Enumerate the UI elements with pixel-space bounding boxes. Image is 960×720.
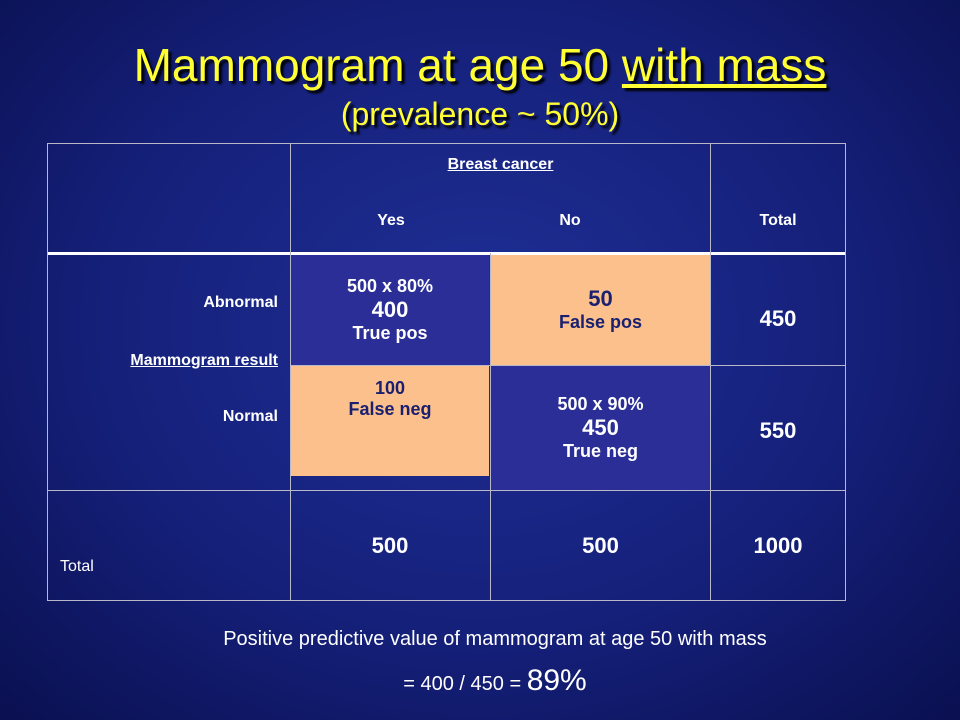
row-label-axis: Mammogram result (130, 352, 278, 369)
header-group: Breast cancer (447, 156, 554, 173)
subtitle: (prevalence ~ 50%) (340, 96, 620, 132)
footer-formula: = 400 / 450 = 89% (0, 664, 960, 698)
cell-line: 450 (582, 415, 619, 440)
cell-line: 400 (371, 296, 409, 322)
grid-line (290, 143, 291, 601)
cell-line: 100 (374, 378, 406, 398)
header-total: Total (759, 212, 797, 229)
cell-line: 50 (588, 286, 613, 311)
row-label-normal: Normal (222, 408, 278, 425)
cell-grand-total: 1000 (753, 532, 803, 558)
cell-total-yes: 500 (371, 532, 409, 558)
cell-line: False neg (348, 399, 432, 419)
cell-line: True pos (352, 322, 428, 343)
grid-line (490, 253, 491, 601)
cell-total-normal: 550 (759, 418, 797, 443)
cell-false-pos: 50 False pos (491, 254, 710, 365)
cell-line: 500 x 90% (557, 394, 644, 414)
cell-true-neg: 500 x 90% 450 True neg (491, 366, 710, 490)
footer-result: 89% (526, 664, 587, 697)
cell-true-pos: 500 x 80% 400 True pos (291, 254, 489, 365)
grid-line (290, 365, 845, 366)
row-label-total: Total (60, 558, 94, 575)
grid-line (47, 490, 845, 491)
grid-line (47, 252, 845, 255)
cell-line: False pos (558, 312, 643, 332)
title-main: Mammogram at age 50 (133, 39, 622, 91)
cell-false-neg: 100 False neg (291, 366, 489, 476)
footer-line: Positive predictive value of mammogram a… (223, 628, 767, 650)
title-underlined: with mass (621, 39, 827, 91)
grid-line (47, 143, 845, 144)
header-no: No (559, 212, 581, 229)
title: Mammogram at age 50 with mass (0, 38, 960, 92)
grid-line (710, 143, 711, 601)
grid-line (845, 143, 846, 601)
cell-total-no: 500 (582, 532, 619, 558)
grid-line (47, 143, 48, 601)
footer-equation: = 400 / 450 = (403, 673, 527, 695)
cell-line: 500 x 80% (346, 275, 434, 296)
cell-total-abnormal: 450 (759, 306, 797, 331)
header-yes: Yes (377, 212, 405, 229)
cell-line: True neg (562, 441, 638, 461)
row-label-abnormal: Abnormal (203, 294, 278, 311)
grid-line (47, 600, 845, 601)
